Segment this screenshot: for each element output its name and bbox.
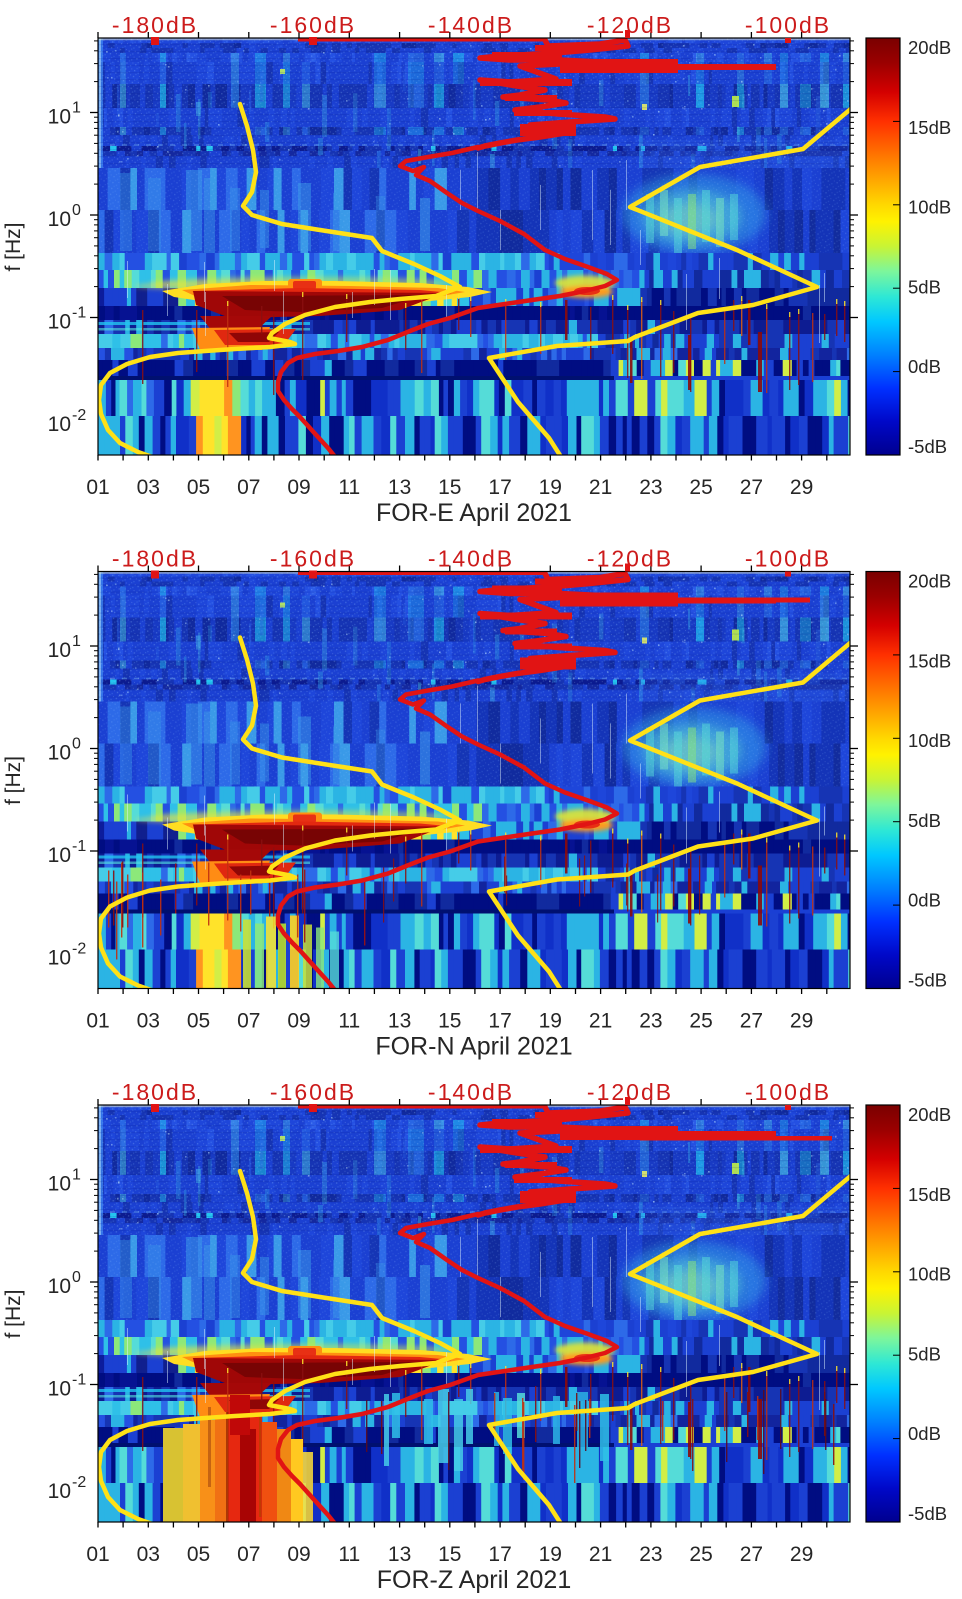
svg-text:FOR-Z April 2021: FOR-Z April 2021 <box>377 1566 572 1594</box>
svg-text:FOR-E April 2021: FOR-E April 2021 <box>376 499 572 527</box>
svg-text:FOR-N April 2021: FOR-N April 2021 <box>375 1033 572 1061</box>
